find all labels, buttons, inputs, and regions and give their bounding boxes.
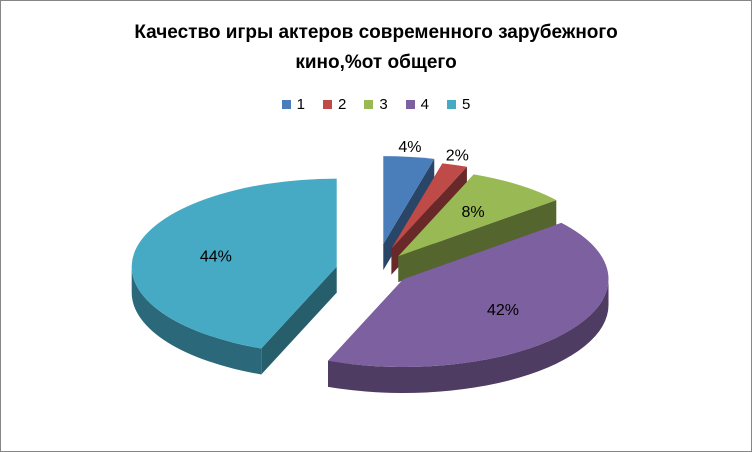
slice-3 bbox=[398, 174, 557, 257]
data-label-2: 2% bbox=[446, 147, 469, 164]
legend-label-5: 5 bbox=[462, 96, 471, 113]
data-label-3: 8% bbox=[461, 204, 484, 221]
slice-2 bbox=[391, 163, 467, 249]
legend-swatch-4 bbox=[405, 100, 415, 109]
data-label-5: 44% bbox=[200, 249, 232, 266]
slice-5-wall-0 bbox=[261, 266, 337, 375]
slice-5 bbox=[131, 178, 337, 349]
legend-item-4: 4 bbox=[405, 96, 430, 113]
slice-3-wall-1 bbox=[398, 200, 557, 283]
legend-label-3: 3 bbox=[379, 96, 388, 113]
chart-legend: 1 2 3 4 5 bbox=[0, 96, 752, 113]
chart-title-line-1: Качество игры актеров современного заруб… bbox=[134, 22, 618, 43]
chart-title-line-2: кино,%от общего bbox=[295, 52, 457, 73]
slice-1 bbox=[383, 156, 435, 245]
chart-title: Качество игры актеров современного заруб… bbox=[0, 18, 752, 78]
legend-label-1: 1 bbox=[296, 96, 305, 113]
legend-swatch-1 bbox=[281, 100, 291, 109]
data-label-4: 42% bbox=[487, 302, 519, 319]
legend-item-3: 3 bbox=[364, 96, 388, 113]
legend-label-2: 2 bbox=[337, 96, 347, 113]
slice-5-side bbox=[131, 266, 262, 375]
legend-label-4: 4 bbox=[420, 96, 430, 113]
slice-4 bbox=[328, 222, 609, 367]
legend-item-1: 1 bbox=[281, 96, 305, 113]
data-label-1: 4% bbox=[398, 139, 421, 156]
slice-4-side bbox=[328, 278, 609, 393]
legend-item-5: 5 bbox=[447, 96, 470, 113]
legend-swatch-3 bbox=[364, 100, 374, 109]
legend-swatch-5 bbox=[447, 100, 457, 109]
legend-item-2: 2 bbox=[322, 96, 347, 113]
legend-swatch-2 bbox=[322, 100, 332, 109]
